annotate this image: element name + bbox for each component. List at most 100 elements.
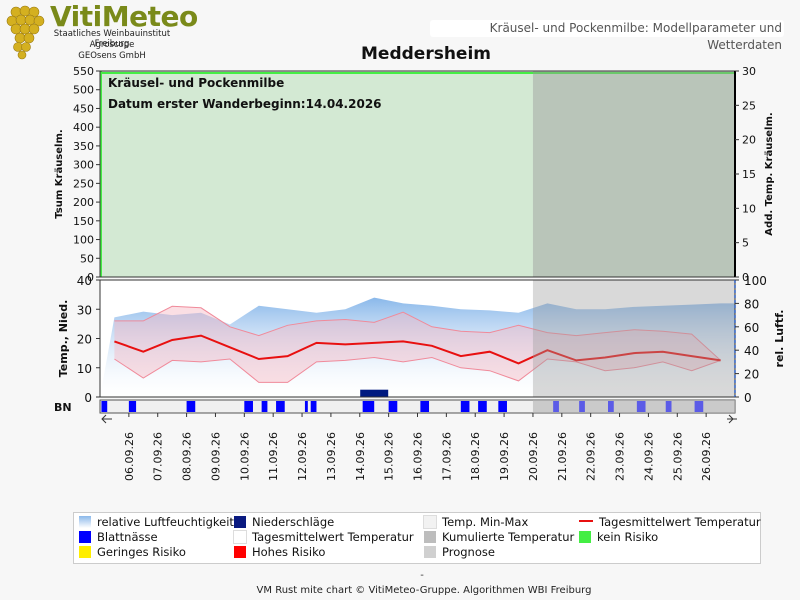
leaf-wetness-block	[310, 401, 317, 412]
leaf-wetness-block	[636, 401, 646, 412]
upper-right-tick-label: 15	[742, 168, 756, 181]
leaf-wetness-block	[276, 401, 285, 412]
upper-left-tick-label: 550	[73, 65, 94, 78]
annotation-first-migration: Datum erster Wanderbeginn:14.04.2026	[108, 97, 382, 111]
page-title: Meddersheim	[361, 44, 491, 64]
lower-right-tick-label: 60	[744, 321, 759, 335]
org-line-2: Agroscope	[89, 40, 135, 50]
upper-left-tick-label: 100	[73, 234, 94, 247]
org-line-3: GEOsens GmbH	[78, 51, 146, 61]
temp-min-line	[114, 356, 721, 383]
legend-label: Blattnässe	[97, 530, 158, 544]
legend-item: Blattnässe	[79, 530, 158, 544]
legend-label: kein Risiko	[597, 530, 659, 544]
legend-item: Temp. Min-Max	[423, 515, 529, 529]
upper-right-axis-label: Add. Temp. Kräuselm.	[764, 112, 775, 235]
upper-left-tick-label: 300	[73, 159, 94, 172]
upper-left-tick-label: 400	[73, 121, 94, 134]
leaf-wetness-block	[304, 401, 308, 412]
legend-label: Prognose	[442, 545, 495, 559]
x-tick-label: 24.09.26	[642, 432, 655, 481]
leaf-wetness-block	[186, 401, 196, 412]
precip-bar	[360, 389, 389, 397]
legend-label: Tagesmittelwert Temperatur	[599, 515, 761, 529]
legend-swatch	[579, 531, 591, 543]
x-tick-label: 07.09.26	[152, 432, 165, 481]
x-tick-label: 21.09.26	[556, 432, 569, 481]
leaf-wetness-block	[388, 401, 398, 412]
lower-right-tick-label: 0	[744, 391, 752, 405]
leaf-wetness-block	[694, 401, 704, 412]
legend-item: Tagesmittelwert Temperatur	[233, 530, 414, 544]
leaf-wetness-block	[362, 401, 375, 412]
legend-label: Hohes Risiko	[252, 545, 326, 559]
lower-left-tick-label: 30	[77, 303, 92, 317]
leaf-wetness-block	[420, 401, 430, 412]
legend-swatch	[79, 516, 91, 528]
legend-swatch	[423, 515, 437, 529]
scroll-left-icon	[101, 414, 112, 424]
temp-max-line	[114, 305, 721, 361]
upper-right-tick-label: 10	[742, 202, 756, 215]
x-tick-label: 17.09.26	[440, 432, 453, 481]
footer-dash: -	[420, 570, 424, 581]
lower-left-axis-label: Temp., Nied.	[57, 300, 70, 378]
legend-swatch	[424, 546, 436, 558]
forecast-region-lower	[532, 280, 735, 397]
upper-right-tick-label: 5	[742, 237, 749, 250]
leaf-wetness-block	[498, 401, 507, 412]
upper-left-tick-label: 150	[73, 215, 94, 228]
legend-item: Prognose	[424, 545, 495, 559]
legend-swatch	[79, 531, 91, 543]
org-line-1: Staatliches Weinbauinstitut Freiburg	[53, 29, 171, 49]
forecast-region-bn	[532, 400, 735, 413]
x-tick-label: 11.09.26	[267, 432, 280, 481]
legend-item: relative Luftfeuchtigkeit	[79, 515, 234, 529]
leaf-wetness-block	[608, 401, 614, 412]
x-tick-label: 19.09.26	[498, 432, 511, 481]
x-tick-label: 13.09.26	[325, 432, 338, 481]
legend-swatch	[234, 516, 246, 528]
lower-left-tick-label: 10	[77, 362, 92, 376]
lower-left-tick-label: 0	[84, 391, 92, 405]
x-tick-label: 08.09.26	[181, 432, 194, 481]
upper-left-tick-label: 250	[73, 177, 94, 190]
lower-left-tick-label: 20	[77, 333, 92, 347]
lower-left-tick-label: 40	[77, 274, 92, 288]
legend-swatch	[424, 531, 436, 543]
temp-mean-line	[114, 334, 721, 365]
legend-label: Geringes Risiko	[97, 545, 186, 559]
upper-left-tick-label: 450	[73, 102, 94, 115]
upper-left-tick-label: 350	[73, 140, 94, 153]
legend-item: kein Risiko	[579, 530, 658, 544]
legend-label: relative Luftfeuchtigkeit	[97, 515, 234, 529]
x-tick-label: 16.09.26	[412, 432, 425, 481]
x-tick-label: 06.09.26	[123, 432, 136, 481]
grape-logo-icon	[6, 5, 45, 60]
page-subtitle: Kräusel- und Pockenmilbe: Modellparamete…	[430, 20, 784, 52]
legend-swatch	[79, 546, 91, 558]
footer-credits: VM Rust mite chart © VitiMeteo-Gruppe. A…	[256, 585, 592, 596]
leaf-wetness-block	[665, 401, 672, 412]
x-tick-label: 25.09.26	[671, 432, 684, 481]
x-tick-label: 22.09.26	[585, 432, 598, 481]
legend-swatch	[233, 530, 247, 544]
forecast-region-upper	[532, 71, 735, 277]
upper-left-tick-label: 50	[80, 252, 94, 265]
legend-item: Hohes Risiko	[234, 545, 325, 559]
legend-line-swatch	[579, 520, 593, 522]
scroll-right-icon	[727, 414, 737, 424]
legend-label: Niederschläge	[252, 515, 335, 529]
lower-right-tick-label: 20	[744, 368, 759, 382]
legend-label: Temp. Min-Max	[442, 515, 529, 529]
leaf-wetness-block	[478, 401, 487, 412]
x-tick-label: 23.09.26	[614, 432, 627, 481]
leaf-wetness-block	[101, 401, 108, 412]
leaf-wetness-block	[579, 401, 585, 412]
upper-right-tick-label: 30	[742, 65, 756, 78]
leaf-wetness-block	[460, 401, 470, 412]
x-tick-label: 15.09.26	[383, 432, 396, 481]
humidity-area	[100, 297, 735, 397]
leaf-wetness-block	[553, 401, 559, 412]
upper-left-tick-label: 200	[73, 196, 94, 209]
